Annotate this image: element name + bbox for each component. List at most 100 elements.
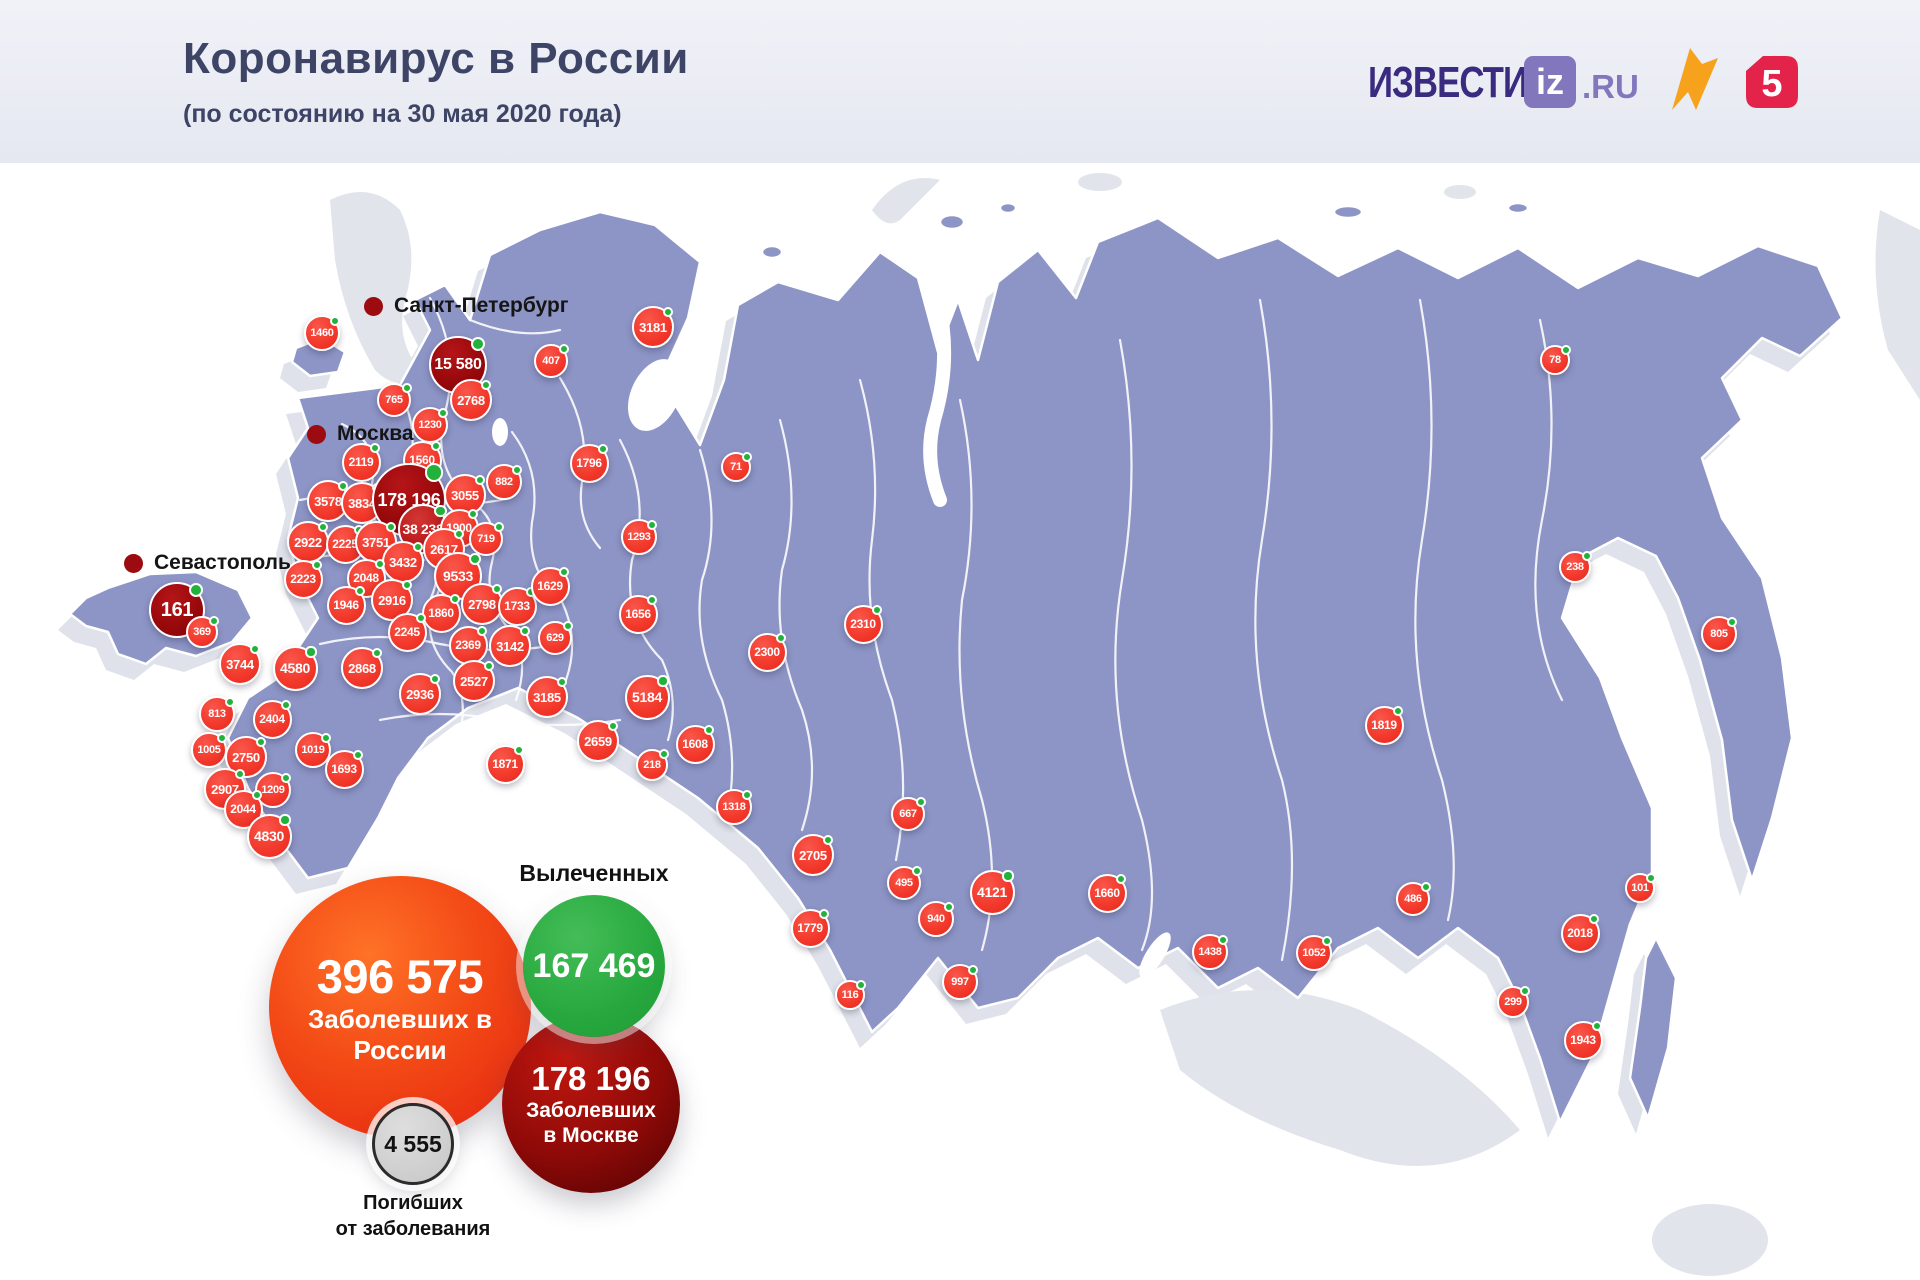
region-bubble-value: 369 <box>193 626 211 638</box>
region-bubble-value: 116 <box>841 989 859 1001</box>
region-bubble: 2705 <box>792 834 834 876</box>
region-bubble: 1660 <box>1087 873 1127 913</box>
city-name: Севастополь <box>154 551 291 574</box>
recovered-dot-icon <box>208 616 219 627</box>
region-bubble-value: 3142 <box>496 638 524 654</box>
recovered-dot-icon <box>1561 345 1572 355</box>
recovered-dot-icon <box>776 633 787 644</box>
region-bubble: 1733 <box>497 586 537 626</box>
region-bubble-value: 161 <box>160 598 194 621</box>
recovered-dot-icon <box>647 519 658 530</box>
region-bubble-value: 1460 <box>310 327 334 339</box>
region-bubble-value: 1608 <box>682 737 708 751</box>
recovered-dot-icon <box>312 560 323 571</box>
region-bubble-value: 1019 <box>301 744 325 756</box>
channel5-logo-icon: 5 <box>1746 56 1798 108</box>
region-bubble-value: 2048 <box>353 571 379 585</box>
recovered-dot-icon <box>562 621 573 632</box>
deaths-total-circle: 4 555 <box>372 1103 454 1185</box>
region-bubble-value: 2223 <box>290 572 316 586</box>
region-bubble-value: 2922 <box>294 534 322 550</box>
region-bubble-value: 238 <box>1566 561 1584 573</box>
region-bubble: 1943 <box>1563 1020 1603 1060</box>
region-bubble-value: 2936 <box>406 686 434 702</box>
recovered-dot-icon <box>1420 882 1431 893</box>
region-bubble-value: 2245 <box>394 625 420 639</box>
iz-ru-suffix: .RU <box>1582 68 1639 105</box>
recovered-dot-icon <box>468 552 481 565</box>
region-bubble: 3751 <box>355 521 397 563</box>
recovered-dot-icon <box>1218 934 1229 945</box>
region-bubble: 2868 <box>341 647 383 689</box>
region-bubble: 4121 <box>969 869 1015 915</box>
region-bubble-value: 101 <box>1631 882 1649 894</box>
region-bubble-value: 2768 <box>457 392 485 408</box>
region-bubble: 299 <box>1497 986 1530 1018</box>
recovered-dot-icon <box>556 676 568 688</box>
recovered-dot-icon <box>370 443 381 454</box>
region-bubble-value: 2300 <box>754 645 780 659</box>
region-bubble: 2018 <box>1560 913 1600 953</box>
region-bubble: 407 <box>534 344 569 378</box>
region-bubble-value: 2527 <box>460 673 488 689</box>
recovered-dot-icon <box>252 790 263 801</box>
recovered-dot-icon <box>375 559 386 570</box>
recovered-dot-icon <box>491 583 503 595</box>
region-bubble: 940 <box>918 901 955 937</box>
region-bubble: 3432 <box>382 541 424 583</box>
region-bubble: 1946 <box>326 585 366 625</box>
recovered-dot-icon <box>450 594 461 605</box>
region-bubble: 1860 <box>421 593 461 633</box>
region-bubble-value: 2798 <box>468 596 496 612</box>
region-bubble: 997 <box>942 964 979 1000</box>
region-bubble: 1608 <box>675 724 715 764</box>
ren-tv-logo-icon <box>1672 48 1718 110</box>
recovered-dot-icon <box>412 541 424 553</box>
recovered-dot-icon <box>742 452 753 462</box>
recovered-dot-icon <box>424 463 444 482</box>
region-bubble-value: 486 <box>1404 893 1422 905</box>
infected-total-value: 396 575 <box>316 949 484 1003</box>
city-label: Севастополь <box>124 551 291 575</box>
recovered-dot-icon <box>279 814 291 826</box>
region-bubble-value: 1871 <box>492 757 518 771</box>
region-bubble-value: 1693 <box>331 762 357 776</box>
region-bubble-value: 218 <box>643 759 661 771</box>
region-bubble: 71 <box>721 452 753 482</box>
recovered-dot-icon <box>1116 874 1127 885</box>
region-bubble-value: 407 <box>542 355 560 367</box>
region-bubble: 1629 <box>530 566 570 606</box>
region-bubble: 1693 <box>324 749 364 789</box>
region-bubble-value: 813 <box>208 708 226 720</box>
region-bubble: 2659 <box>577 720 619 762</box>
recovered-dot-icon <box>1581 551 1592 562</box>
city-name: Москва <box>337 422 414 445</box>
recovered-dot-icon <box>742 789 753 800</box>
moscow-total-label-1: Заболевших <box>526 1099 656 1122</box>
recovered-dot-icon <box>330 315 341 326</box>
recovered-dot-icon <box>968 964 979 975</box>
city-dot-icon <box>307 424 326 444</box>
recovered-dot-icon <box>468 509 479 520</box>
recovered-dot-icon <box>401 383 412 394</box>
region-bubble-value: 719 <box>477 533 495 545</box>
recovered-dot-icon <box>1589 914 1600 925</box>
recovered-dot-icon <box>483 660 495 672</box>
recovered-dot-icon <box>385 521 397 533</box>
region-bubble: 218 <box>636 749 669 781</box>
recovered-dot-icon <box>856 980 867 990</box>
region-bubble: 667 <box>891 797 926 831</box>
recovered-dot-icon <box>234 768 246 780</box>
region-bubble-value: 495 <box>895 877 913 889</box>
city-label: Санкт-Петербург <box>364 294 569 318</box>
region-bubble: 1230 <box>412 407 449 443</box>
deaths-caption-line2: от заболевания <box>335 1218 491 1240</box>
recovered-dot-icon <box>401 579 413 591</box>
region-bubble-value: 3751 <box>362 534 390 550</box>
recovered-dot-icon <box>416 613 427 624</box>
region-bubble-value: 805 <box>1710 628 1728 640</box>
recovered-dot-icon <box>911 866 922 877</box>
region-bubble-value: 4580 <box>280 660 310 676</box>
region-bubble-value: 3185 <box>533 689 561 705</box>
region-bubble: 882 <box>486 464 523 500</box>
